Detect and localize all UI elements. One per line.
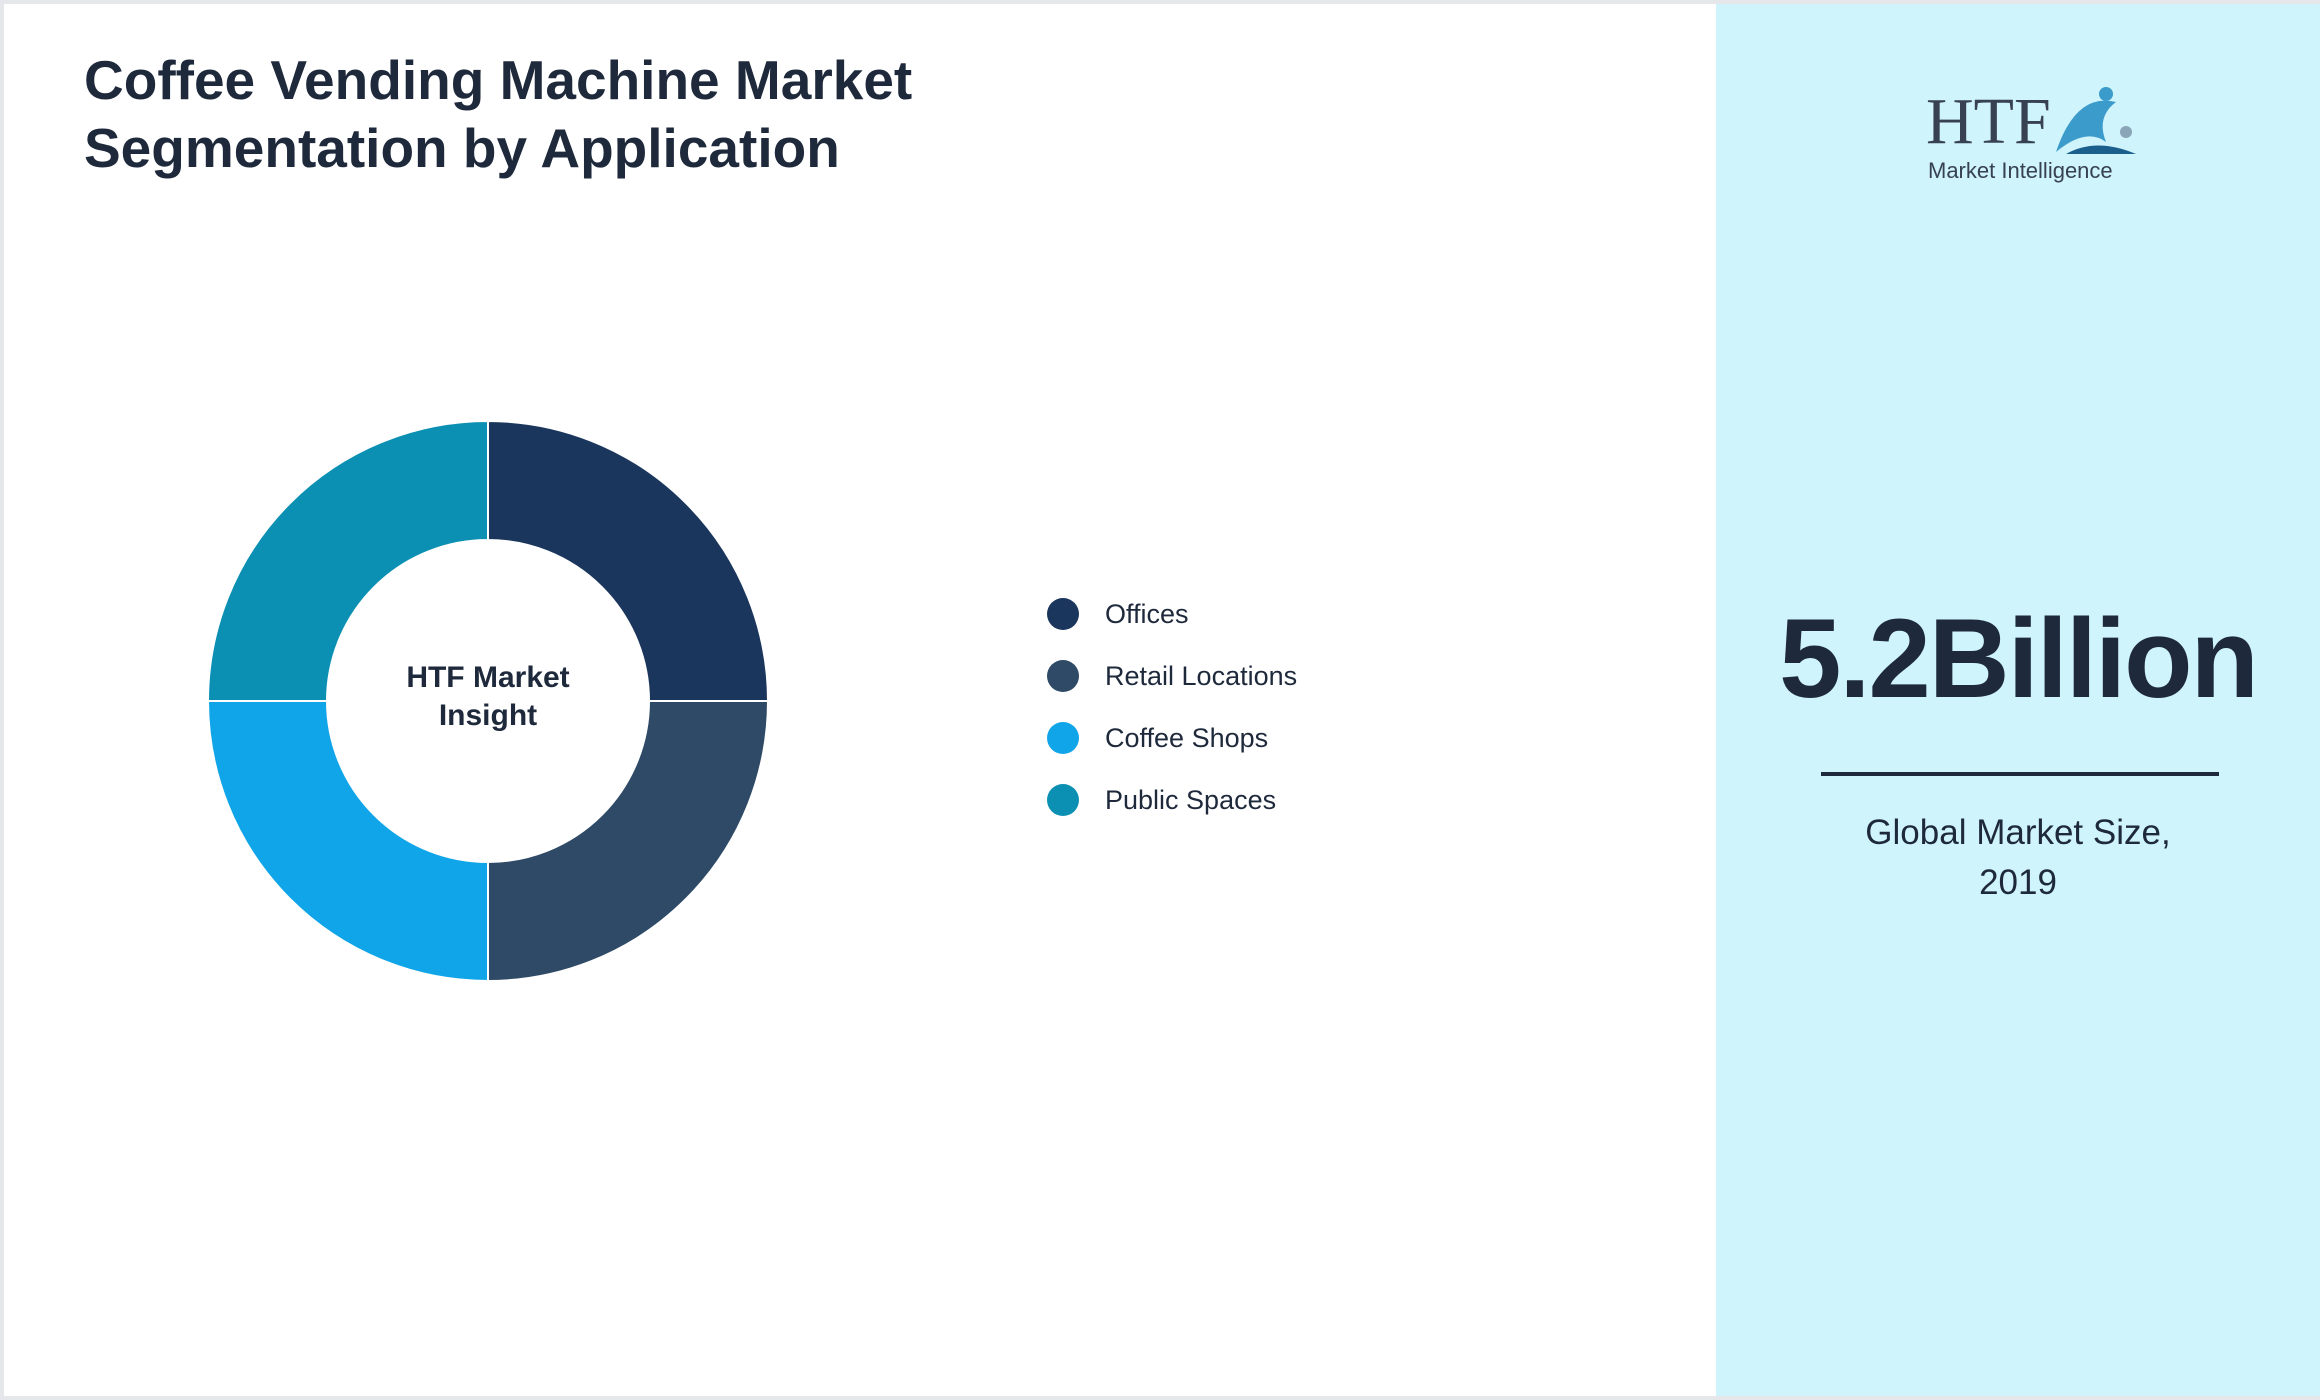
legend-swatch: [1047, 598, 1079, 630]
legend-item: Coffee Shops: [1047, 718, 1268, 758]
legend-swatch: [1047, 722, 1079, 754]
side-panel: HTF Market Intelligence 5.2Billion Globa…: [1716, 4, 2320, 1396]
legend-label: Public Spaces: [1105, 784, 1277, 815]
legend-label: Offices: [1105, 598, 1189, 629]
metric-value: 5.2Billion: [1779, 596, 2259, 721]
donut-slice: [206, 700, 489, 983]
legend-item: Retail Locations: [1047, 656, 1297, 696]
legend-swatch: [1047, 660, 1079, 692]
legend-item: Public Spaces: [1047, 780, 1276, 820]
center-label: HTF Market Insight: [406, 661, 570, 732]
donut-slice: [487, 419, 770, 702]
donut-slice: [487, 700, 770, 983]
divider: [1821, 772, 2219, 776]
legend-swatch: [1047, 784, 1079, 816]
legend-item: Offices: [1047, 594, 1189, 634]
logo-icon: [2056, 87, 2136, 154]
legend-label: Retail Locations: [1105, 660, 1298, 691]
logo-tagline: Market Intelligence: [1928, 158, 2113, 183]
chart: [206, 419, 770, 983]
logo-name: HTF: [1926, 85, 2051, 158]
chart-title: Coffee Vending Machine Market Segmentati…: [84, 49, 913, 179]
metric-caption: Global Market Size, 2019: [1865, 813, 2171, 902]
donut-slice: [206, 419, 489, 702]
legend-label: Coffee Shops: [1105, 722, 1269, 753]
